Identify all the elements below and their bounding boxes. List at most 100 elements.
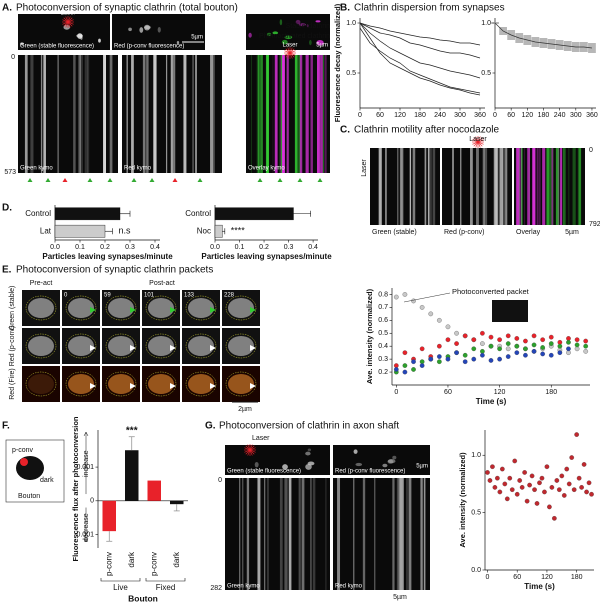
bouton-signal: [188, 298, 214, 318]
x-tick-label: 60: [513, 574, 521, 581]
point: [566, 346, 571, 352]
arrow: [149, 178, 155, 182]
point: [485, 470, 490, 475]
group-bracket: [100, 578, 141, 582]
point: [583, 343, 589, 349]
x-tick-label: 0: [493, 112, 497, 119]
point: [523, 346, 528, 352]
micrograph: [225, 445, 330, 475]
kymo-streak: [301, 478, 305, 590]
category-label: Control: [25, 209, 51, 218]
arrow: [45, 178, 51, 182]
point: [490, 464, 495, 470]
inset-image: [492, 300, 528, 322]
kymo-streak: [310, 55, 313, 173]
kymo-streak: [195, 55, 197, 173]
arrowhead: [210, 307, 216, 313]
point: [552, 516, 557, 521]
bouton-signal: [188, 336, 214, 356]
arrow: [87, 178, 93, 182]
kymo-streak: [557, 148, 559, 225]
label: Photoconversion of synaptic clathrin (to…: [16, 3, 238, 14]
point: [497, 346, 502, 352]
kymo-streak: [378, 148, 382, 225]
label: Stable clathrin: [286, 23, 330, 30]
kymo-streak: [401, 478, 404, 590]
kymo-streak: [502, 148, 506, 225]
label: 228: [224, 293, 235, 299]
label: Laser: [282, 43, 297, 49]
kymo-streak: [173, 55, 176, 173]
kymo-streak: [279, 478, 283, 590]
kymo-streak: [299, 55, 303, 173]
micrograph: [514, 148, 585, 225]
bouton-signal: [68, 336, 94, 356]
kymo-streak: [555, 148, 560, 225]
arrowhead: [90, 307, 96, 313]
label: dark: [40, 477, 54, 484]
y-axis-label: Ave. intensity (normalized): [458, 452, 467, 548]
x-tick-label: 240: [554, 112, 566, 119]
category-label: Lat: [40, 226, 52, 235]
bouton-signal: [28, 298, 54, 318]
point: [402, 363, 408, 368]
kymo-streak: [210, 55, 214, 173]
kymo-streak: [409, 148, 412, 225]
point: [499, 466, 505, 472]
kymo-streak: [272, 55, 274, 173]
point: [505, 354, 511, 359]
point: [514, 491, 520, 497]
x-tick-label: 0.2: [100, 244, 110, 251]
point: [505, 346, 511, 352]
kymo-streak: [362, 478, 366, 590]
kymo-streak: [280, 55, 282, 173]
fluorescent-spot: [392, 455, 397, 460]
kymo-streak: [549, 148, 552, 225]
x-tick-label: 240: [434, 112, 446, 119]
kymo-streak: [258, 55, 260, 173]
x-tick-label: 360: [474, 112, 486, 119]
point: [514, 336, 520, 341]
point: [462, 359, 468, 365]
point: [419, 305, 425, 310]
x-tick-label: 360: [586, 112, 598, 119]
kymo-streak: [379, 148, 382, 225]
kymo-streak: [79, 55, 83, 173]
point: [471, 356, 477, 362]
kymo-streak: [305, 55, 309, 173]
annotation: n.s: [119, 226, 132, 236]
kymo-streak: [399, 478, 403, 590]
point: [583, 338, 589, 344]
y-tick-label: 0.2: [378, 369, 388, 376]
label: Photoactivated clathrin: [259, 33, 330, 40]
point: [583, 349, 589, 354]
x-tick-label: 120: [541, 574, 553, 581]
kymo-streak: [57, 55, 59, 173]
x-tick-label: 120: [394, 112, 406, 119]
point: [454, 350, 459, 356]
fluorescent-spot: [281, 39, 288, 45]
fluorescent-spot: [306, 24, 309, 28]
kymo-streak: [324, 55, 326, 173]
point: [564, 466, 570, 472]
kymo-streak: [518, 148, 520, 225]
arrow: [297, 178, 303, 182]
kymo-streak: [412, 148, 416, 225]
kymo-streak: [310, 478, 312, 590]
bouton-outline: [145, 333, 177, 359]
bar: [214, 207, 294, 221]
kymo-streak: [322, 55, 324, 173]
kymo-streak: [212, 55, 215, 173]
point: [497, 356, 502, 362]
point: [566, 339, 571, 345]
kymo-streak: [131, 55, 134, 173]
bouton-outline: [225, 295, 257, 321]
label: Green (stable): [9, 286, 16, 331]
label: Red kymo: [124, 166, 152, 172]
kymo-streak: [261, 55, 263, 173]
arrow: [131, 178, 137, 182]
micrograph: [18, 55, 118, 173]
arrow: [317, 178, 323, 182]
bar: [125, 450, 139, 501]
kymo-streak: [423, 478, 426, 590]
